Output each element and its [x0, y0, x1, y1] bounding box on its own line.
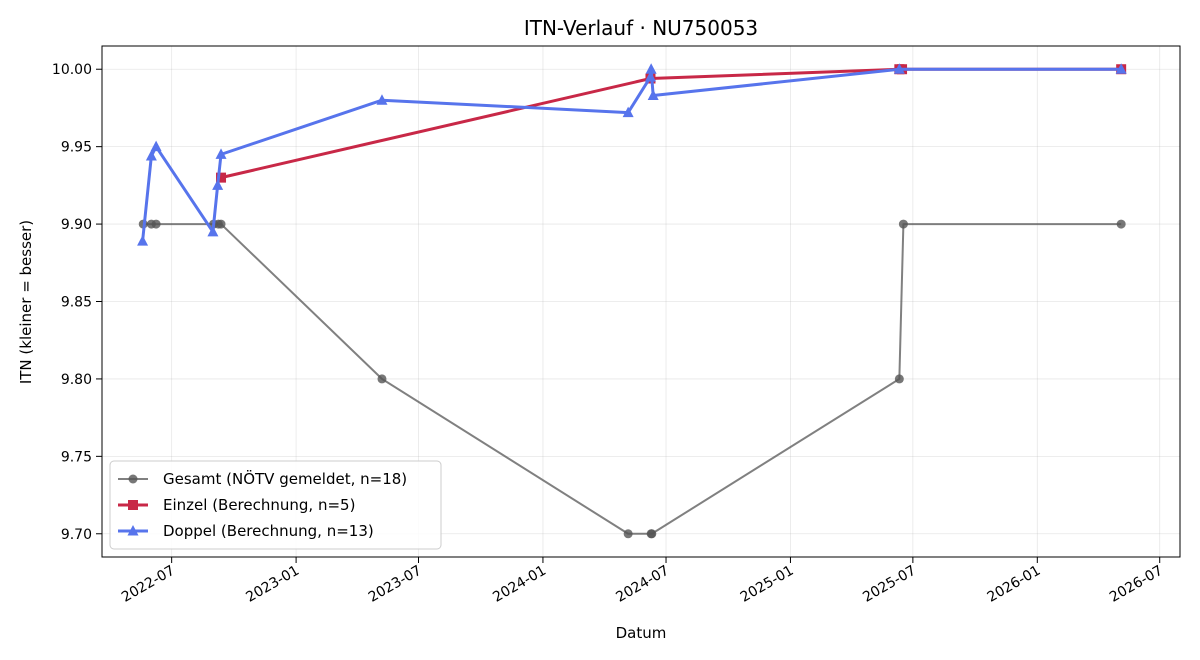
data-point-doppel: [644, 70, 656, 82]
legend-label: Einzel (Berechnung, n=5): [163, 496, 355, 514]
y-tick-label: 9.70: [61, 527, 92, 543]
series-einzel: [216, 64, 1127, 183]
series-line-einzel: [220, 67, 1122, 180]
y-tick-label: 9.80: [61, 372, 92, 388]
legend-box: [109, 460, 442, 550]
data-point-doppel: [215, 148, 227, 159]
data-point-gesamt: [216, 219, 226, 229]
legend-label: Gesamt (NÖTV gemeldet, n=18): [163, 469, 407, 488]
x-tick-label: 2024-07: [613, 563, 672, 606]
data-point-einzel: [216, 172, 227, 183]
data-point-gesamt: [898, 219, 908, 229]
legend-marker: [127, 525, 139, 536]
x-tick-label: 2023-01: [243, 563, 302, 606]
y-tick-label: 9.90: [61, 217, 92, 233]
series-gesamt: [138, 219, 1126, 539]
data-point-gesamt: [377, 374, 387, 384]
legend-item-einzel: Einzel (Berechnung, n=5): [118, 496, 355, 514]
x-tick-label: 2026-07: [1107, 563, 1166, 606]
legend: Gesamt (NÖTV gemeldet, n=18) Einzel (Bere…: [109, 460, 442, 550]
legend-item-doppel: Doppel (Berechnung, n=13): [118, 522, 374, 540]
y-axis: 9.70 9.75 9.80 9.85 9.90 9.95 10.00: [52, 62, 102, 543]
series-line-doppel: [141, 67, 1122, 242]
chart-title: ITN-Verlauf · NU750053: [524, 16, 758, 40]
x-tick-label: 2025-01: [738, 563, 797, 606]
data-point-doppel: [893, 63, 905, 74]
data-point-doppel: [622, 106, 634, 118]
y-tick-label: 9.75: [61, 449, 92, 465]
y-tick-label: 10.00: [52, 62, 92, 78]
x-tick-label: 2023-07: [366, 563, 425, 606]
data-point-doppel: [145, 149, 157, 161]
data-point-doppel: [150, 140, 162, 152]
y-tick-label: 9.95: [61, 140, 92, 156]
data-point-gesamt: [623, 529, 633, 539]
legend-marker: [128, 500, 138, 510]
y-tick-label: 9.85: [61, 295, 92, 311]
series-doppel: [137, 63, 1127, 246]
x-tick-label: 2026-01: [985, 563, 1044, 606]
x-tick-label: 2022-07: [119, 563, 178, 606]
data-point-doppel: [137, 235, 149, 246]
series-layer: [137, 63, 1127, 539]
legend-label: Doppel (Berechnung, n=13): [163, 522, 374, 540]
legend-item-gesamt: Gesamt (NÖTV gemeldet, n=18): [118, 469, 407, 488]
data-point-doppel: [207, 225, 219, 237]
x-axis: 2022-07 2023-01 2023-07 2024-01 2024-07 2025-…: [119, 557, 1166, 606]
x-axis-label: Datum: [616, 624, 667, 642]
data-point-doppel: [647, 89, 659, 101]
y-axis-label: ITN (kleiner = besser): [17, 220, 35, 384]
legend-marker: [128, 474, 138, 484]
data-point-doppel: [376, 94, 388, 105]
data-point-doppel: [645, 63, 657, 74]
data-point-gesamt: [894, 374, 904, 384]
data-point-gesamt: [647, 529, 657, 539]
data-point-doppel: [212, 179, 224, 190]
data-point-gesamt: [151, 219, 161, 229]
data-point-doppel: [1115, 63, 1127, 74]
data-point-gesamt: [1116, 219, 1126, 229]
x-tick-label: 2025-07: [860, 563, 919, 606]
x-tick-label: 2024-01: [490, 563, 549, 606]
